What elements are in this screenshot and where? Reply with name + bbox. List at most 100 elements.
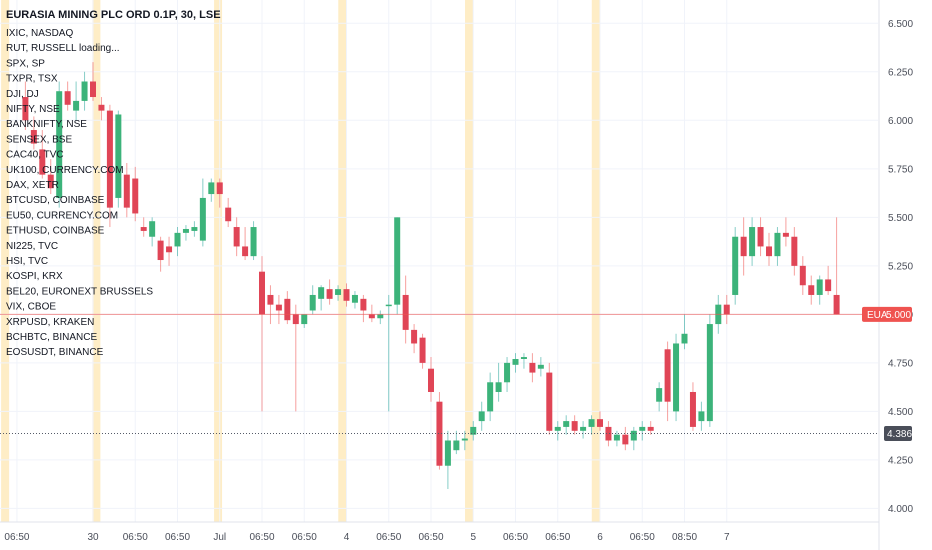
candle-body: [90, 81, 96, 98]
candle-up: [444, 430, 451, 490]
candle-body: [64, 91, 71, 105]
candle-body: [208, 182, 215, 195]
candle-body: [689, 391, 696, 427]
candle-body: [419, 337, 426, 363]
candle-down: [402, 275, 409, 344]
candle-down: [757, 217, 764, 257]
candle-up: [706, 314, 713, 427]
crosshair-badge-bg: [884, 426, 912, 442]
candle-up: [495, 362, 502, 402]
y-tick-label: 5.250: [888, 261, 913, 272]
crosshair-price-badge: 4.386: [884, 426, 912, 442]
candle-body: [698, 411, 705, 422]
candle-body: [740, 236, 747, 257]
candle-body: [487, 382, 494, 412]
candle-up: [199, 178, 206, 247]
x-tick-label: 06:50: [292, 532, 317, 543]
x-tick-label: 5: [470, 532, 476, 543]
x-tick-label: 06:50: [249, 532, 274, 543]
symbol-item: RUT, RUSSELL loading...: [6, 43, 120, 54]
candle-body: [394, 217, 401, 305]
candle-body: [799, 265, 806, 286]
candle-body: [639, 426, 646, 431]
y-tick-label: 4.750: [888, 358, 913, 369]
candle-up: [351, 291, 358, 309]
candle-up: [537, 357, 544, 377]
candle-up: [504, 357, 511, 392]
candle-body: [580, 426, 587, 431]
y-tick-label: 6.000: [888, 116, 913, 127]
candle-up: [681, 314, 688, 350]
candle-down: [808, 275, 815, 305]
candle-body: [140, 227, 147, 231]
symbol-item: IXIC, NASDAQ: [6, 28, 73, 39]
symbol-list: IXIC, NASDAQ RUT, RUSSELL loading... SPX, …: [6, 28, 153, 358]
symbol-item: NIFTY, NSE: [6, 104, 60, 115]
symbol-item: BANKNIFTY, NSE: [6, 119, 87, 130]
x-tick-label: 06:50: [503, 532, 528, 543]
candle-body: [39, 149, 46, 175]
candle-down: [123, 163, 130, 218]
x-tick-label: 4: [344, 532, 350, 543]
candle-body: [56, 91, 63, 198]
candle-body: [225, 207, 232, 222]
symbol-item: BCHBTC, BINANCE: [6, 332, 97, 343]
candle-body: [242, 246, 249, 257]
candle-body: [757, 227, 764, 247]
candle-down: [242, 227, 249, 261]
candle-up: [461, 430, 468, 451]
candle-body: [318, 287, 325, 299]
candle-body: [554, 426, 561, 431]
candle-down: [98, 97, 105, 121]
symbol-item: ETHUSD, COINBASE: [6, 226, 105, 237]
candle-up: [309, 285, 316, 315]
candle-up: [478, 401, 485, 431]
candle-up: [563, 415, 570, 435]
candle-up: [56, 81, 63, 208]
candle-up: [250, 221, 257, 261]
candle-down: [546, 362, 553, 435]
candle-body: [563, 421, 570, 427]
candle-up: [520, 353, 527, 369]
candle-body: [250, 227, 257, 257]
candle-up: [81, 71, 88, 111]
candle-body: [791, 236, 798, 266]
candle-down: [157, 236, 164, 272]
x-tick-label: 06:50: [376, 532, 401, 543]
candle-body: [411, 329, 418, 344]
candle-down: [411, 324, 418, 354]
candle-down: [436, 391, 443, 470]
x-tick-label: 6: [597, 532, 603, 543]
x-tick-label: 06:50: [545, 532, 570, 543]
symbol-item: XRPUSD, KRAKEN: [6, 317, 94, 328]
candle-body: [284, 298, 291, 321]
candle-body: [47, 174, 54, 189]
candle-body: [444, 440, 451, 466]
symbol-item: VIX, CBOE: [6, 302, 56, 313]
y-tick-label: 4.500: [888, 407, 913, 418]
chart-header: EURASIA MINING PLC ORD 0.1P, 30, LSE: [6, 9, 221, 21]
time-axis[interactable]: 06:50 30 06:50 06:50 Jul 06:50 06:50 4 06:50 06:5…: [4, 532, 730, 543]
session-band: [591, 0, 600, 522]
candle-up: [554, 421, 561, 441]
candle-up: [394, 217, 401, 315]
candle-down: [267, 285, 274, 325]
candle-body: [301, 314, 308, 325]
candle-body: [597, 419, 603, 427]
candle-body: [520, 357, 527, 359]
candle-up: [639, 421, 646, 441]
candle-body: [259, 271, 265, 315]
candle-up: [732, 227, 739, 305]
symbol-item: UK100, CURRENCY.COM: [6, 165, 124, 176]
x-tick-label: 7: [724, 532, 730, 543]
candle-down: [106, 104, 113, 228]
candle-down: [428, 357, 434, 402]
candle-body: [149, 221, 156, 237]
candle-down: [605, 421, 612, 447]
candle-up: [470, 421, 477, 441]
candle-body: [106, 110, 113, 208]
candle-body: [833, 294, 840, 315]
candle-body: [22, 97, 29, 121]
candle-body: [453, 440, 460, 451]
